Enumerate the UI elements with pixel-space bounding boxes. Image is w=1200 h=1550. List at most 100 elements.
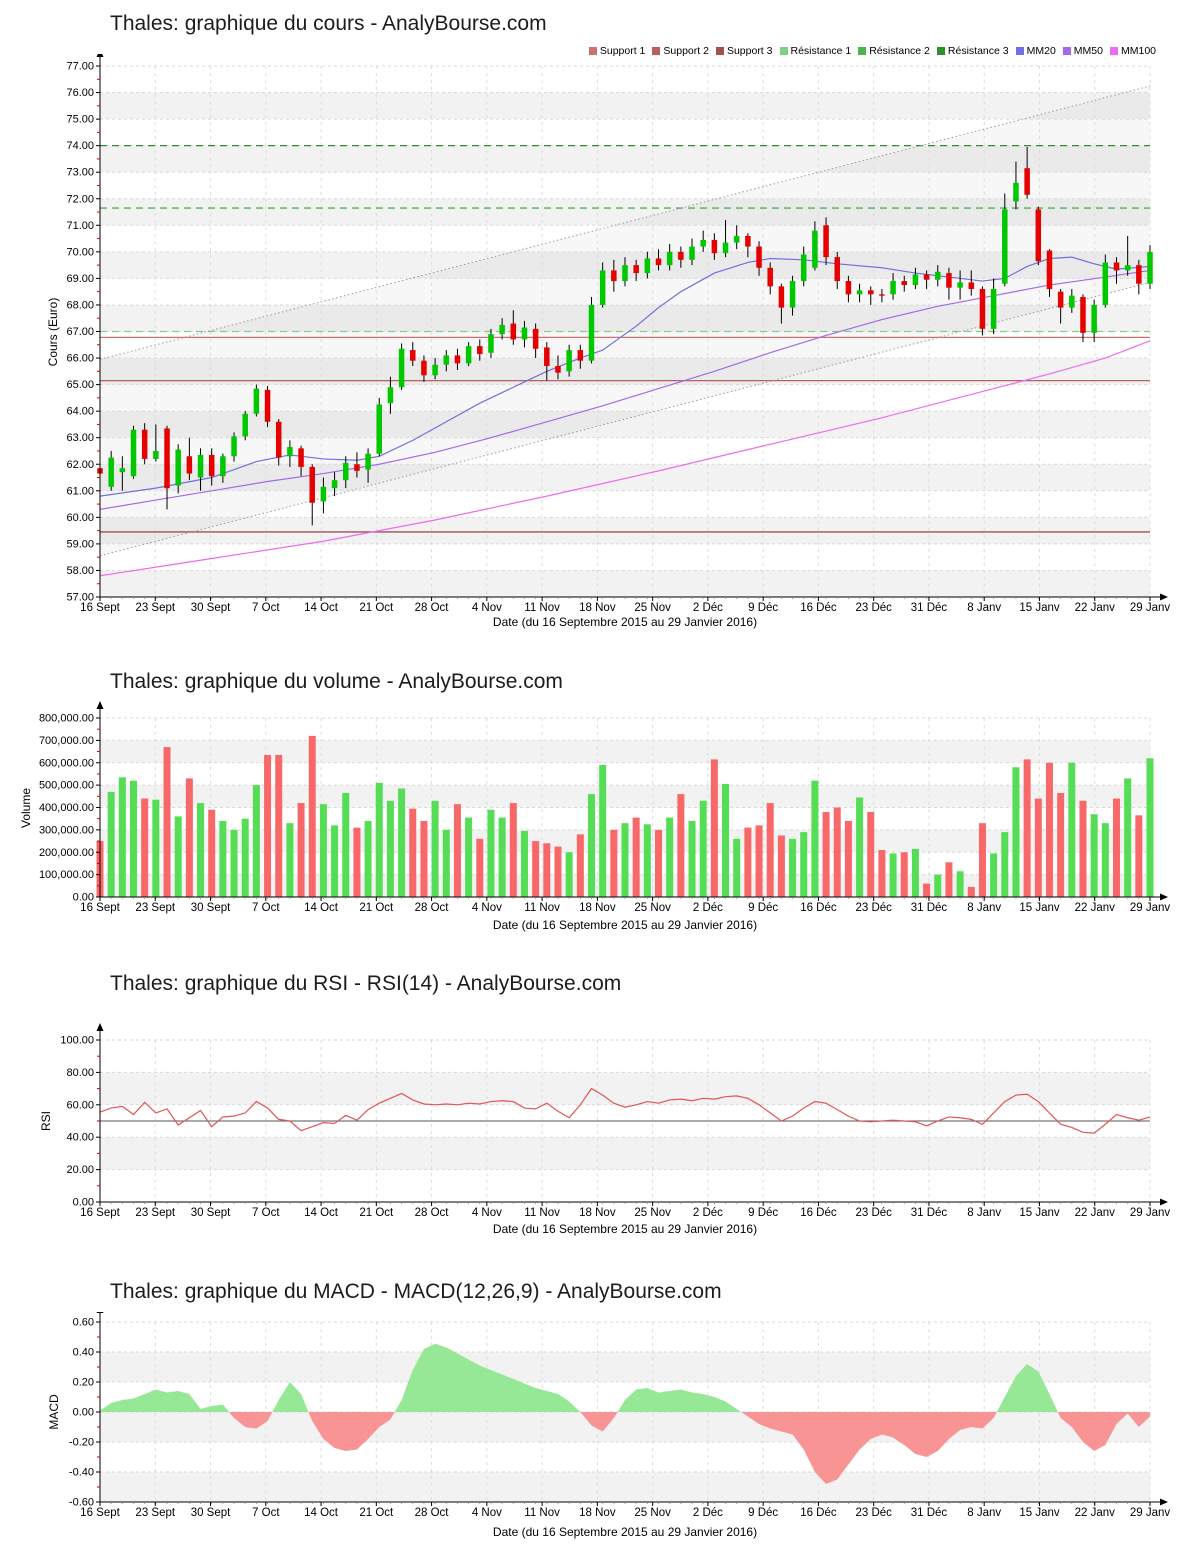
volume-bar <box>565 852 573 897</box>
candle-body <box>532 328 539 349</box>
legend-swatch-icon <box>588 47 597 55</box>
price-chart: 57.00 58.00 59.00 60.00 61.00 62.00 63.00 64.00… <box>46 54 1170 629</box>
candle-body <box>666 251 673 266</box>
volume-bar <box>465 817 473 897</box>
candle-body <box>968 282 975 290</box>
candle-body <box>488 334 494 353</box>
candle-body <box>208 454 215 477</box>
x-tick-label: 18 Nov <box>579 902 616 914</box>
candle-body <box>856 290 863 295</box>
volume-bar <box>487 809 495 897</box>
volume-bar <box>889 853 897 897</box>
volume-bar <box>1124 778 1132 897</box>
volume-bar <box>1023 759 1031 897</box>
x-tick-label: 21 Oct <box>359 1507 394 1519</box>
candle-body <box>275 421 282 458</box>
candle-body <box>287 446 293 457</box>
x-tick-label: 23 Sept <box>135 1207 175 1219</box>
x-tick-label: 11 Nov <box>524 902 560 914</box>
candle-body <box>1024 168 1030 195</box>
candle-body <box>745 235 751 247</box>
volume-bar <box>822 811 830 897</box>
y-tick-label: 74.00 <box>66 140 94 152</box>
x-tick-label: 2 Déc <box>693 902 723 914</box>
legend-swatch-icon <box>936 47 945 55</box>
legend-label: MM20 <box>1026 45 1056 57</box>
y-tick-label: 70.00 <box>66 246 94 258</box>
y-tick-label: 65.00 <box>66 379 94 391</box>
candle-body <box>1035 209 1042 262</box>
volume-bar <box>107 791 115 897</box>
x-axis-arrow-icon <box>1160 893 1168 901</box>
candle-body <box>577 350 584 361</box>
y-tick-label: 62.00 <box>66 459 94 471</box>
x-tick-label: 4 Nov <box>472 902 502 914</box>
volume-bar <box>967 886 975 897</box>
candle-body <box>342 462 349 481</box>
price-y-axis-label: Cours (Euro) <box>46 298 60 367</box>
legend-label: Support 1 <box>599 45 646 57</box>
volume-bar <box>655 829 663 897</box>
candle-body <box>298 448 304 467</box>
volume-bar <box>632 817 640 897</box>
volume-bar <box>252 785 260 897</box>
volume-bar <box>789 838 797 897</box>
candle-body <box>1091 304 1097 333</box>
x-tick-label: 30 Sept <box>191 602 231 614</box>
background-stripe <box>100 92 1150 120</box>
y-tick-label: -0.20 <box>69 1437 94 1449</box>
y-tick-label: 61.00 <box>66 485 94 497</box>
volume-bar <box>476 838 484 897</box>
volume-bar <box>1012 767 1020 897</box>
y-tick-label: 400,000.00 <box>39 802 94 814</box>
y-tick-label: 64.00 <box>66 406 94 418</box>
candle-body <box>733 235 740 243</box>
candle-body <box>410 350 416 361</box>
background-stripe <box>100 411 1150 438</box>
volume-bar <box>420 820 428 897</box>
macd-plot-area: -0.60 -0.40 -0.20 0.00 0.20 0.40 0.60 16 Sept 23… <box>69 1312 1170 1519</box>
volume-bar <box>856 797 864 897</box>
x-tick-label: 7 Oct <box>252 1507 280 1519</box>
regression-channel-line-lower <box>99 281 1151 557</box>
regression-channel-line-upper <box>99 85 1151 360</box>
candle-body <box>912 274 919 286</box>
y-tick-label: 600,000.00 <box>39 757 94 769</box>
volume-bar <box>978 823 986 897</box>
volume-bar <box>1045 762 1053 897</box>
y-tick-label: 0.00 <box>73 1197 94 1209</box>
x-tick-label: 21 Oct <box>359 602 394 614</box>
candle-body <box>778 286 785 308</box>
volume-bar <box>241 818 249 897</box>
volume-bar <box>1079 800 1087 897</box>
volume-bar <box>811 780 819 897</box>
x-tick-label: 31 Déc <box>911 902 948 914</box>
volume-bar <box>710 759 718 897</box>
volume-bar <box>532 841 540 897</box>
volume-bar <box>833 807 841 897</box>
candle-body <box>700 239 706 247</box>
macd-chart: -0.60 -0.40 -0.20 0.00 0.20 0.40 0.60 16 Sept 23… <box>47 1312 1170 1539</box>
legend-item: Support 2 <box>652 45 709 57</box>
x-tick-label: 4 Nov <box>472 602 502 614</box>
x-tick-label: 22 Janv <box>1075 902 1116 914</box>
candle-body <box>320 486 327 502</box>
volume-bar <box>990 853 998 897</box>
y-axis-arrow-icon <box>96 54 104 57</box>
background-stripe <box>100 740 1150 763</box>
volume-bar <box>610 829 618 897</box>
volume-bar <box>1135 815 1143 897</box>
y-tick-label: 67.00 <box>66 326 94 338</box>
x-tick-label: 2 Déc <box>693 1507 723 1519</box>
background-stripe <box>100 464 1150 491</box>
x-tick-label: 9 Déc <box>748 1207 778 1219</box>
x-tick-label: 22 Janv <box>1075 1207 1116 1219</box>
legend-item: MM100 <box>1109 45 1156 57</box>
volume-bar <box>844 820 852 897</box>
y-tick-label: 300,000.00 <box>39 824 94 836</box>
x-tick-label: 9 Déc <box>748 902 778 914</box>
volume-bar <box>777 835 785 897</box>
legend-item: MM50 <box>1062 45 1103 57</box>
candle-body <box>521 327 528 340</box>
volume-bar <box>163 747 171 897</box>
